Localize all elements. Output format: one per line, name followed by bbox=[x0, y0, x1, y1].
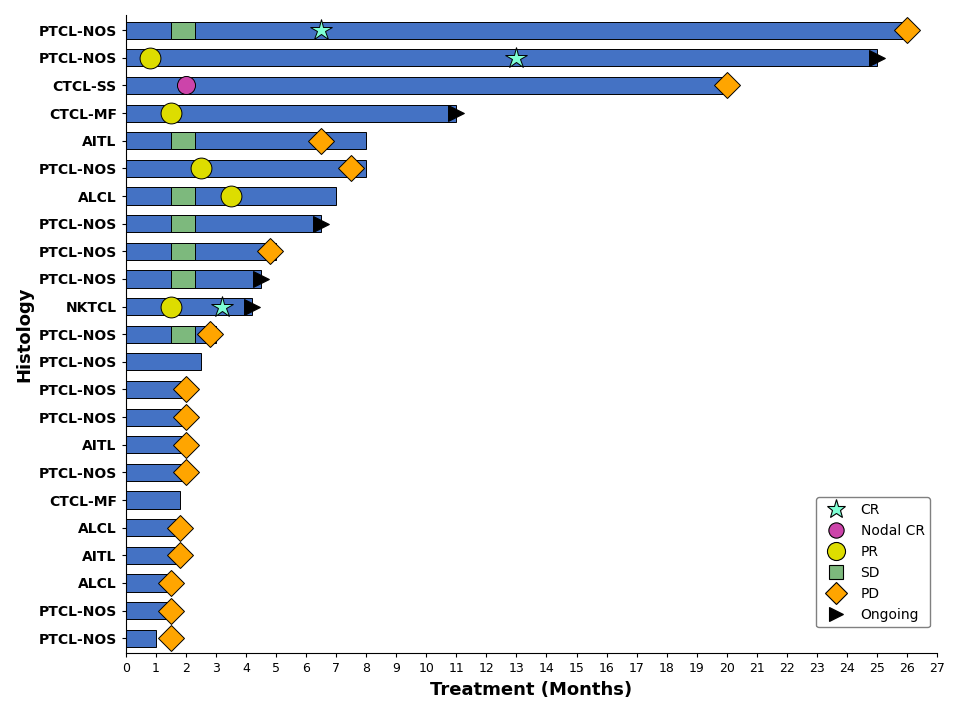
Bar bbox=[171, 21, 195, 39]
Bar bbox=[126, 602, 171, 619]
Bar bbox=[126, 49, 877, 66]
Bar bbox=[126, 519, 180, 536]
X-axis label: Treatment (Months): Treatment (Months) bbox=[430, 681, 633, 699]
Bar bbox=[126, 77, 727, 94]
Bar bbox=[126, 574, 171, 591]
Bar bbox=[126, 243, 276, 260]
Bar bbox=[126, 353, 201, 371]
Legend: CR, Nodal CR, PR, SD, PD, Ongoing: CR, Nodal CR, PR, SD, PD, Ongoing bbox=[816, 498, 930, 628]
Bar bbox=[126, 630, 156, 647]
Bar bbox=[171, 326, 195, 343]
Bar bbox=[171, 132, 195, 149]
Bar bbox=[126, 215, 322, 232]
Bar bbox=[126, 188, 336, 205]
Bar bbox=[171, 243, 195, 260]
Bar bbox=[126, 21, 907, 39]
Bar bbox=[171, 188, 195, 205]
Bar bbox=[126, 326, 216, 343]
Bar bbox=[126, 298, 252, 315]
Bar bbox=[126, 132, 366, 149]
Bar bbox=[126, 408, 186, 426]
Bar bbox=[126, 271, 261, 288]
Bar bbox=[126, 491, 180, 508]
Bar bbox=[126, 436, 186, 453]
Bar bbox=[126, 464, 186, 481]
Bar bbox=[171, 271, 195, 288]
Bar bbox=[171, 215, 195, 232]
Bar bbox=[126, 381, 186, 398]
Y-axis label: Histology: Histology bbox=[15, 286, 33, 382]
Bar bbox=[126, 104, 456, 121]
Bar bbox=[126, 547, 180, 564]
Bar bbox=[126, 160, 366, 177]
